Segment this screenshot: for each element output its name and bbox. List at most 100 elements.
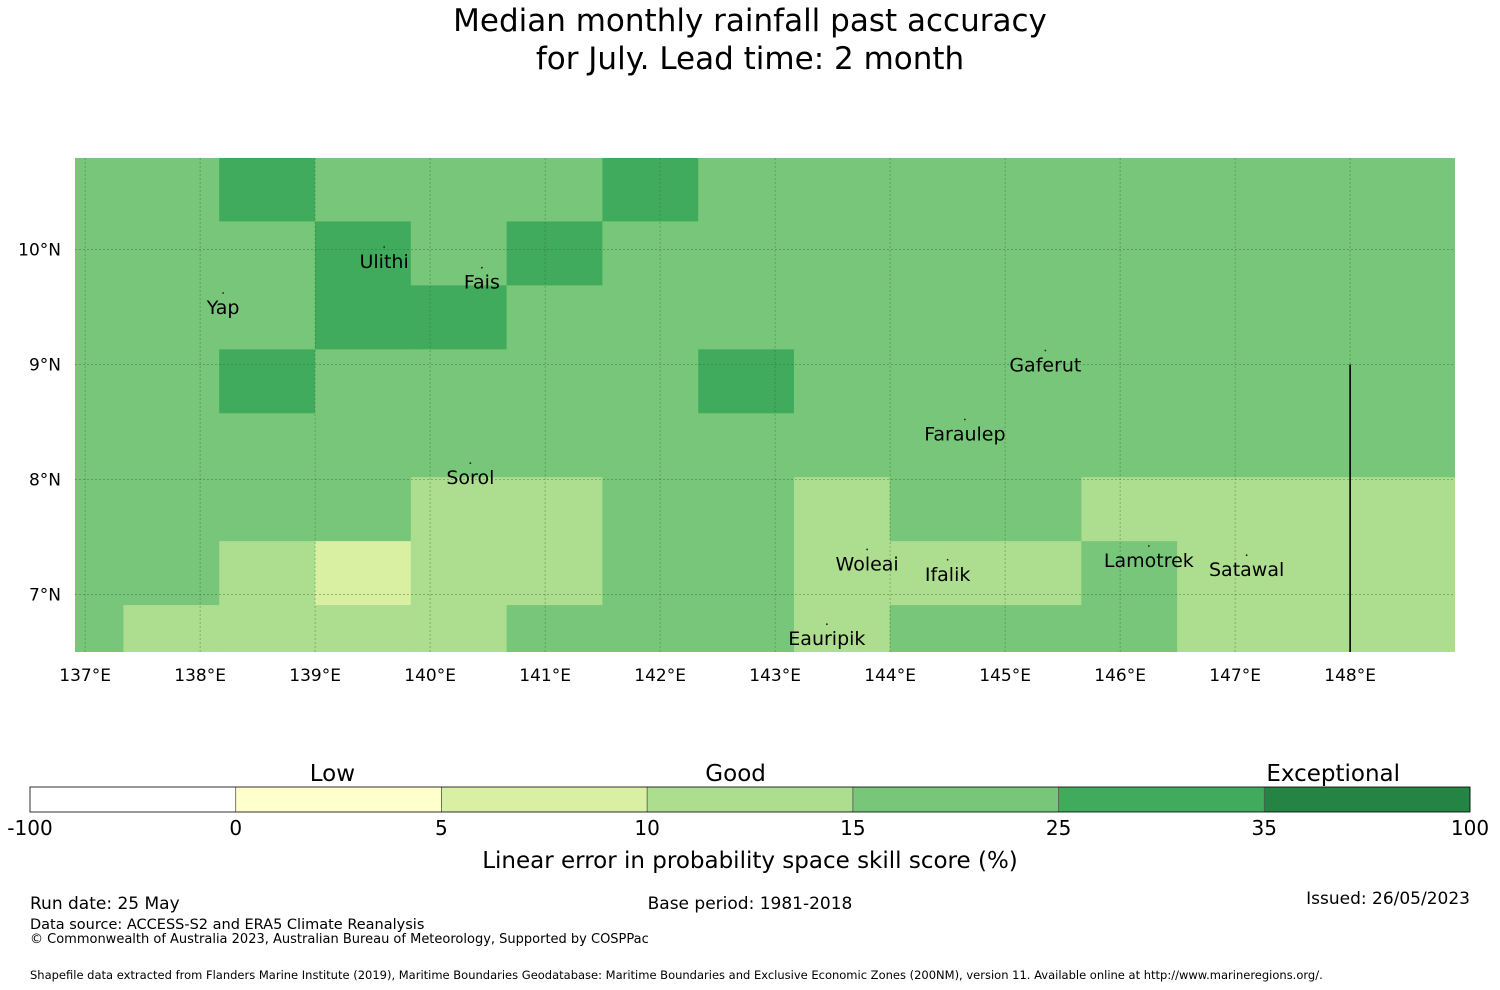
grid-cell <box>123 605 220 652</box>
grid-cell <box>793 349 891 414</box>
grid-cell <box>698 605 795 652</box>
grid-cell <box>793 541 891 606</box>
lon-tick-label: 147°E <box>1209 666 1261 686</box>
grid-cell <box>1177 158 1274 223</box>
grid-cell <box>698 477 795 542</box>
grid-cell <box>1368 158 1455 223</box>
grid-cell <box>410 349 508 414</box>
place-label: Fais <box>464 272 500 294</box>
island-dot <box>1245 554 1248 557</box>
grid-cell <box>123 349 220 414</box>
grid-cell <box>1369 669 1465 734</box>
grid-cell <box>1465 605 1500 670</box>
lat-tick-label: 10°N <box>18 241 61 261</box>
grid-cell <box>793 221 891 286</box>
grid-cell <box>1081 605 1178 652</box>
grid-cell <box>75 605 125 652</box>
axis-tick-labels: 137°E 138°E 139°E 140°E 141°E 142°E 143°E 144°E… <box>18 241 1376 687</box>
grid-cell <box>1081 158 1178 223</box>
grid-cell <box>1465 477 1500 542</box>
grid-cell <box>1177 221 1274 286</box>
grid-cell <box>889 541 987 606</box>
grid-cell <box>602 605 699 652</box>
title-line-1: Median monthly rainfall past accuracy <box>453 3 1047 39</box>
grid-cell <box>985 349 1082 414</box>
island-dot <box>1147 545 1150 547</box>
colorbar-segment <box>30 787 237 812</box>
grid-cell <box>1368 541 1455 606</box>
grid-cell <box>1465 669 1500 734</box>
grid-cell <box>1177 477 1274 542</box>
place-label: Faraulep <box>924 424 1005 446</box>
place-label: Satawal <box>1209 559 1284 581</box>
grid-cell <box>698 349 795 414</box>
grid-cell <box>1272 541 1370 606</box>
colorbar-segment <box>1264 787 1471 812</box>
grid-cell <box>1465 221 1500 286</box>
skill-category-label: Low <box>310 761 355 787</box>
grid-cell <box>315 349 412 414</box>
grid-cell <box>315 221 412 286</box>
grid-cell <box>1272 605 1370 652</box>
grid-cell <box>219 285 316 350</box>
grid-cell <box>985 541 1082 606</box>
grid-cell <box>506 349 603 414</box>
grid-cell <box>1272 221 1370 286</box>
grid-cell <box>506 477 603 542</box>
grid-cell <box>889 605 987 652</box>
colorbar-segment <box>1058 787 1265 812</box>
grid-cell <box>219 158 316 223</box>
place-label: Gaferut <box>1009 355 1081 377</box>
grid-cell <box>75 158 125 223</box>
grid-cell <box>410 541 508 606</box>
grid-cell <box>602 221 699 286</box>
grid-cell <box>315 477 412 542</box>
grid-cell <box>793 285 891 350</box>
grid-cell <box>602 285 699 350</box>
grid-cell <box>1081 541 1178 606</box>
grid-cell <box>1465 541 1500 606</box>
graticule <box>75 158 1455 652</box>
lon-tick-label: 138°E <box>174 666 226 686</box>
grid-cell <box>1465 349 1500 414</box>
grid-cell <box>985 221 1082 286</box>
grid-cell <box>123 221 220 286</box>
grid-cell <box>315 158 412 223</box>
place-label: Lamotrek <box>1104 550 1194 572</box>
grid-cell <box>889 158 987 223</box>
grid-cell <box>506 158 603 223</box>
grid-cell <box>1272 413 1370 478</box>
grid-cell <box>602 413 699 478</box>
lat-tick-label: 9°N <box>29 356 61 376</box>
grid-cell <box>123 285 220 350</box>
colorbar-title: Linear error in probability space skill … <box>482 848 1018 874</box>
grid-cell <box>602 158 699 223</box>
grid-cell <box>1081 349 1178 414</box>
grid-cell <box>1465 413 1500 478</box>
grid-cell <box>1465 158 1500 223</box>
run-date: Run date: 25 May <box>30 894 180 914</box>
grid-cell <box>1368 221 1455 286</box>
lat-tick-label: 8°N <box>29 471 61 491</box>
grid-cell <box>506 413 603 478</box>
grid-cell <box>219 413 316 478</box>
grid-cell <box>602 349 699 414</box>
grid-cell <box>315 285 412 350</box>
grid-cell <box>889 285 987 350</box>
colorbar-segment <box>647 787 854 812</box>
grid-cell <box>602 477 699 542</box>
grid-cell <box>75 413 125 478</box>
grid-cell <box>410 221 508 286</box>
colorbar-segment <box>441 787 648 812</box>
grid-cell <box>985 285 1082 350</box>
grid-cell <box>1272 349 1370 414</box>
grid-cell <box>1368 349 1455 414</box>
grid-cell <box>75 477 125 542</box>
skill-category-label: Good <box>705 761 766 787</box>
grid-cell <box>219 349 316 414</box>
grid-cell <box>506 285 603 350</box>
place-label: Ifalik <box>925 564 971 586</box>
place-labels: Yap Ulithi Fais Gaferut Faraulep Sorol Woleai I… <box>206 246 1284 650</box>
grid-cell <box>123 477 220 542</box>
